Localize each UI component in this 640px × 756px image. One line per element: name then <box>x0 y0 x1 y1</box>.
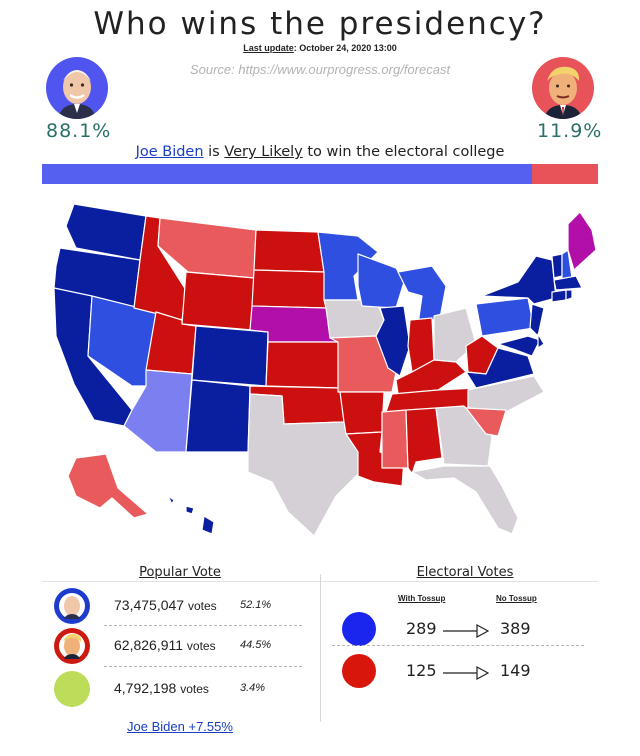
state-new-mexico <box>185 379 251 453</box>
state-illinois <box>375 305 411 377</box>
state-south-dakota <box>251 269 327 309</box>
state-north-dakota <box>253 229 325 273</box>
popular-vote-row-other: 4,792,198 votes 3.4% <box>52 670 302 710</box>
trump-probability-segment <box>531 164 598 184</box>
other-candidates-dot <box>54 671 90 707</box>
state-florida <box>411 465 519 535</box>
state-colorado <box>191 325 269 387</box>
state-rhode-island <box>565 289 573 301</box>
electoral-votes-heading: Electoral Votes <box>416 565 514 580</box>
last-update-label: Last update <box>243 43 294 53</box>
win-probability-bar <box>42 164 598 184</box>
state-hawaii <box>167 495 215 535</box>
popular-vote-row-trump: 62,826,911 votes 44.5% <box>52 627 302 667</box>
state-massachusetts <box>553 275 583 291</box>
trump-ev-no-tossup: 149 <box>500 661 531 680</box>
state-south-carolina <box>465 407 507 437</box>
last-update: Last update: October 24, 2020 13:00 <box>0 43 640 53</box>
state-alabama <box>405 407 443 475</box>
biden-win-probability: 88.1% <box>46 120 112 142</box>
state-connecticut <box>551 289 567 303</box>
state-maryland <box>497 335 541 357</box>
state-north-carolina <box>467 375 545 413</box>
state-alaska <box>67 453 149 519</box>
state-texas <box>247 393 371 537</box>
state-pennsylvania <box>475 297 535 337</box>
votes-unit: votes <box>186 639 216 653</box>
biden-popular-share: 52.1% <box>240 599 272 611</box>
verdict-is: is <box>203 144 225 160</box>
row-separator <box>104 666 302 667</box>
verdict-rest: to win the electoral college <box>302 144 505 160</box>
trump-popular-share: 44.5% <box>240 639 272 651</box>
arrow-right-icon <box>443 624 489 638</box>
state-louisiana <box>345 431 405 487</box>
biden-mini-avatar <box>54 588 90 624</box>
row-separator <box>104 625 302 626</box>
state-washington <box>65 203 147 261</box>
state-maine <box>567 211 597 271</box>
row-separator <box>332 645 584 646</box>
biden-popular-votes: 73,475,047 <box>114 597 185 613</box>
biden-ev-no-tossup: 389 <box>500 619 531 638</box>
state-arkansas <box>339 391 385 435</box>
state-new-jersey <box>529 303 545 337</box>
trump-mini-avatar <box>54 628 90 664</box>
state-new-york <box>481 255 557 305</box>
state-vermont <box>551 253 563 279</box>
trump-win-probability: 11.9% <box>537 120 603 142</box>
last-update-value: : October 24, 2020 13:00 <box>293 43 397 53</box>
state-kansas <box>265 341 341 389</box>
popular-vote-row-biden: 73,475,047 votes 52.1% <box>52 587 302 627</box>
biden-electoral-dot <box>342 612 376 646</box>
trump-popular-votes: 62,826,911 <box>114 637 184 653</box>
trump-electoral-dot <box>342 654 376 688</box>
verdict-candidate-link[interactable]: Joe Biden <box>135 144 204 160</box>
source-line: Source: https://www.ourprogress.org/fore… <box>189 62 451 77</box>
trump-avatar <box>532 57 594 119</box>
trump-ev-with-tossup: 125 <box>406 661 437 680</box>
state-wisconsin <box>357 253 405 309</box>
forecast-map <box>53 203 597 537</box>
popular-vote-heading: Popular Vote <box>139 565 221 580</box>
votes-unit: votes <box>180 682 209 696</box>
other-popular-votes: 4,792,198 <box>114 680 177 696</box>
other-popular-share: 3.4% <box>240 682 266 694</box>
biden-avatar <box>46 57 108 119</box>
state-minnesota <box>317 231 379 301</box>
votes-unit: votes <box>187 599 217 613</box>
verdict-likelihood: Very Likely <box>224 144 303 160</box>
with-tossup-label: With Tossup <box>398 594 446 603</box>
state-delaware <box>537 333 545 349</box>
state-mississippi <box>381 409 409 469</box>
arrow-right-icon <box>443 666 489 680</box>
biden-probability-segment <box>42 164 532 184</box>
popular-vote-margin-link[interactable]: Joe Biden +7.55% <box>127 719 233 734</box>
biden-ev-with-tossup: 289 <box>406 619 437 638</box>
state-wyoming <box>181 271 255 331</box>
page-title: Who wins the presidency? <box>93 6 547 42</box>
no-tossup-label: No Tossup <box>496 594 537 603</box>
forecast-verdict: Joe Biden is Very Likely to win the elec… <box>0 144 640 160</box>
column-divider <box>320 574 321 722</box>
